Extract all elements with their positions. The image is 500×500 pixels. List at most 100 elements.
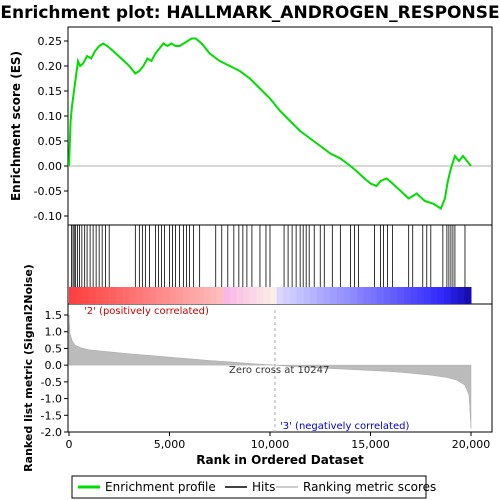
zero-cross-annotation: Zero cross at 10247 — [229, 365, 329, 376]
colorbar-segment — [397, 287, 405, 304]
colorbar-segment — [256, 287, 264, 304]
colorbar-segment — [370, 287, 378, 304]
colorbar-segment — [337, 287, 345, 304]
es-curve — [68, 37, 472, 210]
es-y-tick-label: 0.05 — [38, 135, 63, 148]
colorbar-segment — [243, 287, 251, 304]
colorbar-segment — [350, 287, 358, 304]
metric-y-tick-label: -1.5 — [41, 409, 62, 422]
colorbar-segment — [223, 287, 231, 304]
colorbar-segment — [102, 287, 110, 304]
x-axis-label: Rank in Ordered Dataset — [196, 453, 364, 467]
positive-annotation: '2' (positively correlated) — [84, 306, 209, 317]
es-y-tick-label: -0.10 — [34, 210, 62, 223]
legend-box — [71, 475, 427, 499]
colorbar-segment — [95, 287, 103, 304]
colorbar-segment — [303, 287, 311, 304]
colorbar-segment — [189, 287, 197, 304]
colorbar-segment — [283, 287, 291, 304]
metric-area-fill — [68, 314, 472, 429]
x-tick-label: 5,000 — [154, 438, 186, 451]
colorbar-segment — [296, 287, 304, 304]
x-axis: 0 5,000 10,000 15,000 20,000 — [66, 432, 491, 451]
colorbar-segment — [424, 287, 432, 304]
colorbar-segment — [464, 287, 472, 304]
metric-y-tick-label: 1.5 — [45, 309, 63, 322]
colorbar-segment — [290, 287, 298, 304]
x-tick-label: 15,000 — [351, 438, 390, 451]
colorbar-segment — [236, 287, 244, 304]
es-y-axis: -0.10 -0.05 0.00 0.05 0.10 0.15 0.20 0.25 — [34, 35, 68, 223]
colorbar-segment — [82, 287, 90, 304]
colorbar-segment — [410, 287, 418, 304]
es-y-tick-label: 0.25 — [38, 35, 63, 48]
colorbar-segment — [430, 287, 438, 304]
legend-metric-label: Ranking metric scores — [303, 480, 436, 494]
colorbar-segment — [323, 287, 331, 304]
colorbar-segment — [216, 287, 224, 304]
colorbar-segment — [142, 287, 150, 304]
colorbar-segment — [316, 287, 325, 304]
colorbar-segment — [209, 287, 217, 304]
colorbar-segment — [176, 287, 184, 304]
colorbar-segment — [129, 287, 137, 304]
colorbar-segment — [276, 287, 284, 304]
colorbar-segment — [249, 287, 258, 304]
metric-y-axis: -2.0 -1.5 -1.0 -0.5 0.0 0.5 1.0 1.5 — [41, 309, 68, 439]
es-y-tick-label: 0.15 — [38, 85, 63, 98]
colorbar-segment — [196, 287, 204, 304]
es-y-tick-label: -0.05 — [34, 185, 62, 198]
hit-markers — [71, 225, 466, 287]
chart-title: Enrichment plot: HALLMARK_ANDROGEN_RESPO… — [0, 3, 499, 23]
x-tick-label: 20,000 — [452, 438, 491, 451]
metric-y-tick-label: -1.0 — [41, 393, 62, 406]
colorbar-segment — [417, 287, 425, 304]
metric-y-label: Ranked list metric (Signal2Noise) — [22, 264, 35, 472]
colorbar-segment — [156, 287, 164, 304]
colorbar-segment — [377, 287, 385, 304]
colorbar-segment — [330, 287, 338, 304]
es-y-tick-label: 0.20 — [38, 60, 63, 73]
colorbar-segment — [263, 287, 271, 304]
es-y-tick-label: 0.00 — [38, 160, 63, 173]
metric-y-tick-label: -2.0 — [41, 426, 62, 439]
colorbar-segment — [343, 287, 351, 304]
colorbar-segment — [450, 287, 459, 304]
legend-es-label: Enrichment profile — [105, 480, 216, 494]
legend-hits-label: Hits — [252, 480, 275, 494]
colorbar-segment — [444, 287, 452, 304]
colorbar-segment — [109, 287, 117, 304]
colorbar-segment — [457, 287, 465, 304]
colorbar-segment — [390, 287, 398, 304]
colorbar-segment — [357, 287, 365, 304]
metric-y-tick-label: -0.5 — [41, 376, 62, 389]
legend: Enrichment profile Hits Ranking metric s… — [71, 475, 436, 499]
colorbar-segment — [182, 287, 191, 304]
negative-annotation: '3' (negatively correlated) — [280, 421, 409, 432]
colorbar-segment — [363, 287, 371, 304]
metric-y-tick-label: 0.0 — [45, 359, 63, 372]
colorbar-segment — [383, 287, 392, 304]
colorbar-segment — [122, 287, 130, 304]
colorbar-segment — [203, 287, 211, 304]
colorbar-segment — [115, 287, 124, 304]
colorbar-segment — [136, 287, 144, 304]
colorbar-segment — [89, 287, 97, 304]
colorbar-segment — [149, 287, 157, 304]
colorbar-segment — [270, 287, 278, 304]
es-line-group — [68, 37, 472, 210]
colorbar-segment — [310, 287, 318, 304]
colorbar-segment — [437, 287, 445, 304]
colorbar-segment — [69, 287, 77, 304]
colorbar-segment — [162, 287, 170, 304]
es-y-tick-label: 0.10 — [38, 110, 63, 123]
metric-y-tick-label: 1.0 — [45, 326, 63, 339]
colorbar-segment — [404, 287, 412, 304]
x-tick-label: 0 — [66, 438, 73, 451]
rank-colorbar — [69, 287, 472, 304]
metric-area — [68, 310, 472, 432]
es-panel — [67, 26, 493, 226]
colorbar-segment — [169, 287, 177, 304]
es-y-label: Enrichment score (ES) — [9, 51, 23, 201]
